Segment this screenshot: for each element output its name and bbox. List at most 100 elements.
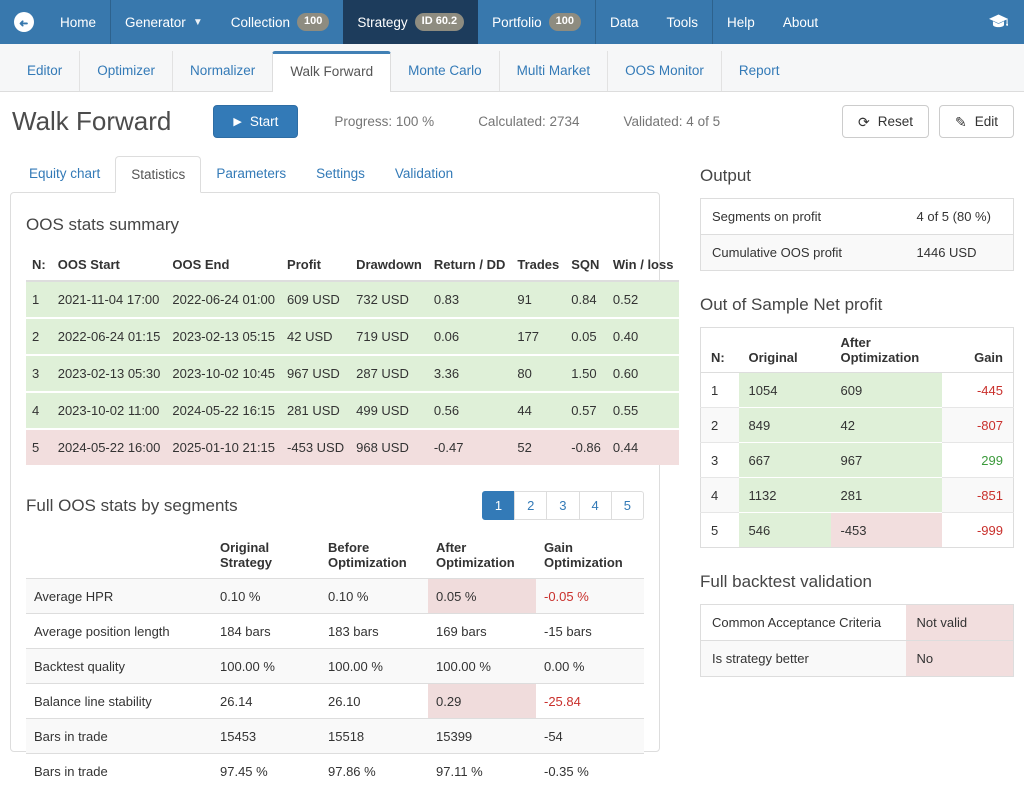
cell: 0.52 (607, 281, 680, 318)
page-button-3[interactable]: 3 (546, 491, 579, 520)
table-row: Backtest quality 100.00 % 100.00 % 100.0… (26, 649, 644, 684)
academy-button[interactable] (973, 0, 1024, 44)
start-button[interactable]: ▶ Start (213, 105, 298, 138)
tab-editor[interactable]: Editor (10, 51, 79, 91)
graduation-cap-icon (989, 14, 1008, 30)
nav-item-strategy[interactable]: Strategy ID 60.2 (343, 0, 478, 44)
cell-after: 967 (831, 443, 942, 478)
table-row: 5 546 -453 -999 (701, 513, 1014, 548)
oos-summary-title: OOS stats summary (26, 215, 644, 235)
page-button-1[interactable]: 1 (482, 491, 515, 520)
cell: 2023-10-02 11:00 (52, 392, 167, 429)
cell: 968 USD (350, 429, 428, 465)
tab-walk-forward[interactable]: Walk Forward (272, 51, 391, 92)
col-drawdown: Drawdown (350, 249, 428, 281)
nav-item-home[interactable]: Home (46, 0, 110, 44)
output-table: Segments on profit 4 of 5 (80 %) Cumulat… (700, 198, 1014, 271)
cell: 97.11 % (428, 754, 536, 788)
cell-n: 3 (701, 443, 739, 478)
tab-parameters[interactable]: Parameters (201, 156, 301, 193)
app-logo[interactable]: ➜ (0, 0, 46, 44)
cell-gain: -999 (942, 513, 1014, 548)
cell: 287 USD (350, 355, 428, 392)
collection-count-badge: 100 (297, 13, 329, 30)
output-title: Output (700, 166, 1014, 186)
edit-button[interactable]: ✎ Edit (939, 105, 1014, 138)
tab-report[interactable]: Report (721, 51, 797, 91)
tab-optimizer[interactable]: Optimizer (79, 51, 172, 91)
left-column: Equity chart Statistics Parameters Setti… (10, 156, 660, 752)
nav-item-data[interactable]: Data (595, 0, 653, 44)
output-label: Cumulative OOS profit (701, 235, 906, 271)
page-button-5[interactable]: 5 (611, 491, 644, 520)
net-profit-table: N: Original After Optimization Gain 1 10… (700, 327, 1014, 548)
cell-original: 1132 (739, 478, 831, 513)
cell: 0.57 (565, 392, 607, 429)
col-oos-start: OOS Start (52, 249, 167, 281)
cell-gain: -851 (942, 478, 1014, 513)
col-after-optimization: After Optimization (428, 534, 536, 579)
statistics-tab-bar: Equity chart Statistics Parameters Setti… (10, 156, 660, 193)
cell: 0.10 % (320, 579, 428, 614)
nav-strategy-label: Strategy (357, 15, 407, 30)
cell: -0.35 % (536, 754, 644, 788)
nav-item-tools[interactable]: Tools (653, 0, 713, 44)
cell-original: 546 (739, 513, 831, 548)
app-logo-icon: ➜ (14, 12, 34, 32)
nav-item-collection[interactable]: Collection 100 (217, 0, 344, 44)
cell-original: 849 (739, 408, 831, 443)
cell: 15399 (428, 719, 536, 754)
cell: 2023-02-13 05:15 (166, 318, 281, 355)
cell: -54 (536, 719, 644, 754)
tab-equity-chart[interactable]: Equity chart (14, 156, 115, 193)
cell: 100.00 % (320, 649, 428, 684)
cell-n: 4 (701, 478, 739, 513)
cell: -25.84 (536, 684, 644, 719)
table-row: 1 2021-11-04 17:00 2022-06-24 01:00 609 … (26, 281, 679, 318)
top-navbar: ➜ Home Generator ▼ Collection 100 Strate… (0, 0, 1024, 44)
tab-statistics[interactable]: Statistics (115, 156, 201, 193)
cell: 0.40 (607, 318, 680, 355)
reset-button[interactable]: ⟳ Reset (842, 105, 929, 138)
tab-multi-market[interactable]: Multi Market (499, 51, 608, 91)
col-before-optimization: Before Optimization (320, 534, 428, 579)
tab-settings[interactable]: Settings (301, 156, 380, 193)
cell: 2023-10-02 10:45 (166, 355, 281, 392)
nav-item-about[interactable]: About (769, 0, 832, 44)
tab-monte-carlo[interactable]: Monte Carlo (391, 51, 499, 91)
cell: 0.84 (565, 281, 607, 318)
cell: 26.10 (320, 684, 428, 719)
nav-generator-label: Generator (125, 15, 186, 30)
col-original-strategy: Original Strategy (212, 534, 320, 579)
cell: -0.05 % (536, 579, 644, 614)
cell: 177 (511, 318, 565, 355)
table-row: 4 1132 281 -851 (701, 478, 1014, 513)
col-gain: Gain (942, 328, 1014, 373)
cell: 0.55 (607, 392, 680, 429)
page-button-4[interactable]: 4 (579, 491, 612, 520)
tab-oos-monitor[interactable]: OOS Monitor (607, 51, 721, 91)
cell: 281 USD (281, 392, 350, 429)
page-button-2[interactable]: 2 (514, 491, 547, 520)
cell: 5 (26, 429, 52, 465)
cell: 42 USD (281, 318, 350, 355)
start-button-label: Start (250, 114, 279, 129)
cell: 2024-05-22 16:15 (166, 392, 281, 429)
col-profit: Profit (281, 249, 350, 281)
tab-validation[interactable]: Validation (380, 156, 468, 193)
cell: 0.56 (428, 392, 512, 429)
cell-original: 1054 (739, 373, 831, 408)
col-oos-end: OOS End (166, 249, 281, 281)
tab-normalizer[interactable]: Normalizer (172, 51, 272, 91)
cell: 44 (511, 392, 565, 429)
col-return-dd: Return / DD (428, 249, 512, 281)
cell: 1.50 (565, 355, 607, 392)
nav-item-portfolio[interactable]: Portfolio 100 (478, 0, 595, 44)
arrow-left-icon: ➜ (19, 17, 28, 28)
output-label: Segments on profit (701, 199, 906, 235)
nav-item-generator[interactable]: Generator ▼ (110, 0, 217, 44)
table-row: Average HPR 0.10 % 0.10 % 0.05 % -0.05 % (26, 579, 644, 614)
table-row: Common Acceptance Criteria Not valid (701, 605, 1014, 641)
table-row: Is strategy better No (701, 641, 1014, 677)
nav-item-help[interactable]: Help (712, 0, 769, 44)
